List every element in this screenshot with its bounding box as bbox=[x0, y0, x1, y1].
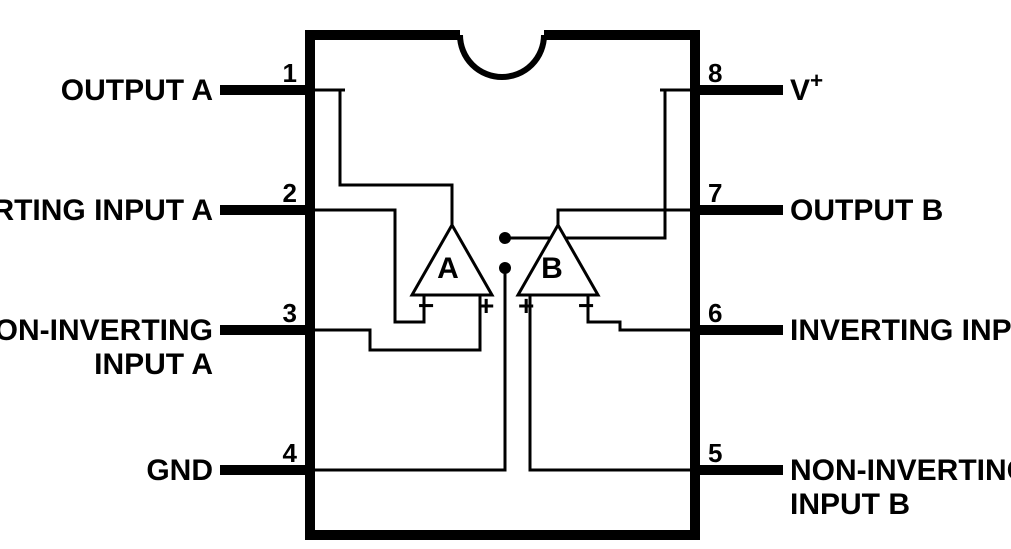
vplus-node bbox=[499, 232, 511, 244]
pin-6-number: 6 bbox=[708, 298, 722, 328]
opamp-b-label: B bbox=[541, 252, 563, 285]
pin-1-number: 1 bbox=[283, 58, 297, 88]
pin-5-label: NON-INVERTING bbox=[790, 454, 1011, 487]
pin-7-number: 7 bbox=[708, 178, 722, 208]
notch-mask bbox=[457, 25, 547, 45]
pin-2-label: INVERTING INPUT A bbox=[0, 194, 213, 227]
pin-4-number: 4 bbox=[283, 438, 298, 468]
pin-3-label-2: INPUT A bbox=[94, 348, 213, 381]
opamp-b-plus: + bbox=[518, 290, 534, 321]
pinout-diagram: A−+B−+1OUTPUT A2INVERTING INPUT A3NON-IN… bbox=[0, 0, 1011, 549]
opamp-a-plus: + bbox=[478, 290, 494, 321]
opamp-a-minus: − bbox=[418, 290, 434, 321]
pin-2-number: 2 bbox=[283, 178, 297, 208]
pin-3-number: 3 bbox=[283, 298, 297, 328]
pin-5-number: 5 bbox=[708, 438, 722, 468]
opamp-a-label: A bbox=[437, 252, 459, 285]
opamp-b-minus: − bbox=[578, 290, 594, 321]
pin-1-label: OUTPUT A bbox=[61, 74, 213, 107]
pin-8-number: 8 bbox=[708, 58, 722, 88]
gnd-node bbox=[499, 262, 511, 274]
pin-6-label: INVERTING INPUT B bbox=[790, 314, 1011, 347]
pin-3-label: NON-INVERTING bbox=[0, 314, 213, 347]
pin-7-label: OUTPUT B bbox=[790, 194, 943, 227]
pin-5-label-2: INPUT B bbox=[790, 488, 910, 521]
pin-4-label: GND bbox=[146, 454, 213, 487]
